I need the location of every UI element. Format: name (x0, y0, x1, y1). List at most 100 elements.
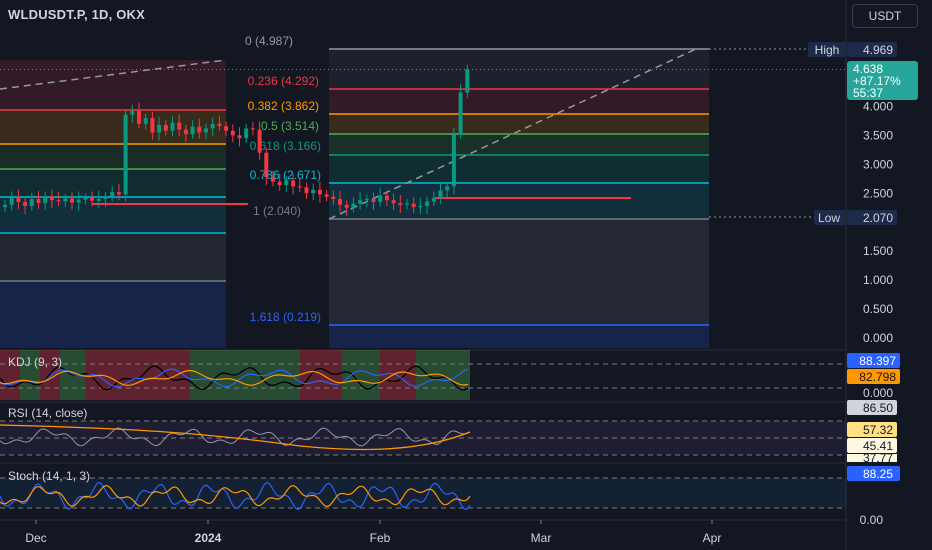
kdj-signal-zone (300, 350, 342, 400)
time-label: Dec (25, 531, 46, 545)
candle (398, 203, 403, 205)
candle (371, 199, 376, 202)
currency-button[interactable]: USDT (852, 4, 918, 28)
candle (116, 192, 121, 195)
candle (451, 134, 456, 187)
candle (284, 180, 289, 186)
candle (130, 111, 135, 115)
price-tick-label: 3.500 (863, 128, 893, 142)
candle (277, 181, 282, 186)
candle (63, 198, 68, 202)
candle (297, 186, 302, 188)
stoch-k-line (0, 481, 471, 511)
left-fib-zone (0, 281, 226, 348)
candle (411, 203, 416, 208)
candle (170, 122, 175, 131)
high-value: 4.969 (863, 43, 893, 57)
time-label: 2024 (195, 531, 222, 545)
candle (364, 199, 369, 201)
candle (445, 186, 450, 191)
rsi-label[interactable]: RSI (14, close) (8, 406, 88, 420)
stoch-band-fill (0, 478, 846, 508)
rsi-low-tag (847, 454, 897, 462)
stoch-d-line (0, 484, 471, 507)
price-tick-label: 0.000 (863, 331, 893, 345)
candle (210, 123, 215, 129)
fib-label-0.618: 0.618 (3.166) (250, 139, 321, 153)
kdj-d-line (0, 369, 469, 386)
fib-zone-0.618 (329, 155, 709, 183)
fib-label-0.236: 0.236 (4.292) (248, 74, 319, 88)
candle (257, 129, 262, 153)
candle (177, 122, 182, 130)
fib-label-1: 1 (2.040) (253, 204, 301, 218)
candle (103, 196, 108, 200)
kdj-label[interactable]: KDJ (9, 3) (8, 355, 63, 369)
candle (331, 196, 336, 200)
candle (3, 204, 7, 208)
candle (458, 92, 463, 135)
time-label: Apr (703, 531, 722, 545)
candle (96, 199, 101, 201)
candle (23, 201, 28, 206)
candle (224, 126, 229, 131)
candle (250, 128, 255, 130)
kdj-signal-zone (20, 350, 40, 400)
candle (76, 199, 81, 203)
candle (150, 117, 155, 133)
stoch-zero-label: 0.00 (860, 513, 884, 527)
candle (338, 199, 342, 205)
fib-zone-1 (329, 219, 709, 325)
last-price-tag (847, 61, 918, 100)
fib-zone-1.618 (329, 325, 709, 348)
last-price-value: 4.638 (853, 62, 883, 76)
candle (36, 199, 41, 204)
stoch-label[interactable]: Stoch (14, 1, 3) (8, 469, 91, 483)
fib-zone-0.5 (329, 134, 709, 155)
candle (391, 200, 396, 204)
rsi-mid-value: 45.41 (863, 439, 893, 453)
fib-label-0.5: 0.5 (3.514) (261, 119, 319, 133)
high-marker-label: High (815, 43, 840, 57)
left-fib-zone (0, 197, 226, 233)
candle (237, 135, 242, 139)
candle (157, 124, 162, 133)
low-value: 2.070 (863, 211, 893, 225)
stoch-value: 88.25 (863, 467, 893, 481)
candle (431, 197, 436, 202)
candle (418, 205, 423, 208)
bar-countdown: 55:37 (853, 86, 883, 100)
price-tick-label: 1.500 (863, 244, 893, 258)
fib-label-0: 0 (4.987) (245, 34, 293, 48)
fib-label-1.618: 1.618 (0.219) (250, 310, 321, 324)
candle (384, 195, 389, 201)
fib-zone-0.236 (329, 89, 709, 114)
left-fib-zone (0, 144, 226, 169)
candle (425, 201, 430, 206)
left-fib-trendline (0, 59, 227, 90)
candle (311, 189, 316, 194)
fib-label-0.786: 0.786 (2.671) (250, 168, 321, 182)
candle (137, 111, 141, 124)
rsi-ma-tag (847, 422, 897, 437)
candle (90, 197, 95, 201)
low-marker-label: Low (818, 211, 840, 225)
fib-zone-0.786 (329, 183, 709, 219)
candle (9, 197, 14, 205)
symbol-title: WLDUSDT.P, 1D, OKX (8, 7, 145, 22)
rsi-mid-tag (847, 438, 897, 453)
fib-label-0.382: 0.382 (3.862) (248, 99, 319, 113)
low-marker-tag (814, 210, 846, 225)
rsi-ma-line (0, 424, 471, 451)
high-value-tag (847, 42, 897, 57)
candle (304, 187, 309, 194)
candle (163, 124, 168, 131)
kdj-signal-zone (380, 350, 416, 400)
candle (317, 189, 322, 195)
candle (204, 128, 208, 133)
last-price-change: +87.17% (853, 74, 901, 88)
candle (291, 180, 296, 187)
candle (344, 204, 349, 208)
kdj-signal-zone (190, 350, 232, 400)
